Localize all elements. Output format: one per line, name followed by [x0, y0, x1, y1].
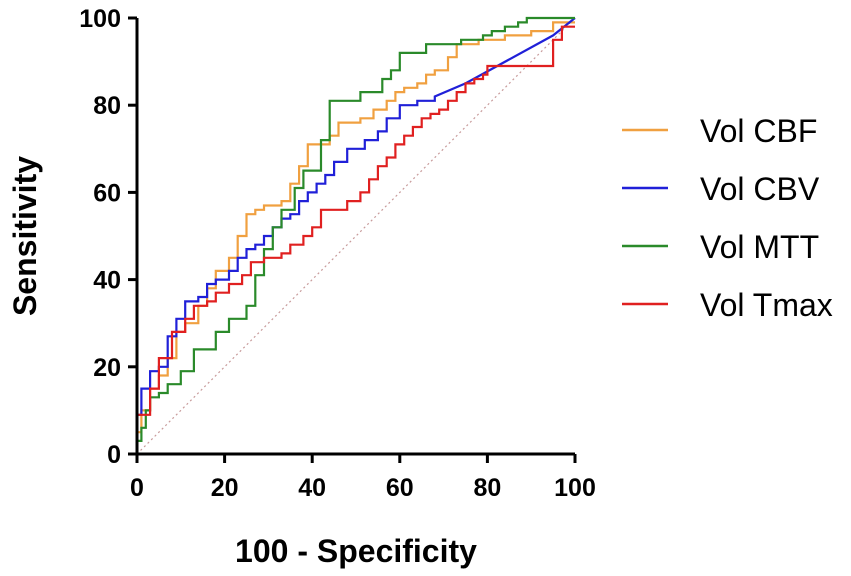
- x-tick-label: 80: [473, 474, 501, 502]
- legend-label: Vol CBF: [700, 113, 817, 149]
- reference-diagonal-line: [136, 17, 576, 455]
- series-line-vol-tmax: [135, 25, 575, 433]
- series-line-vol-cbv: [135, 17, 576, 446]
- legend-label: Vol CBV: [700, 171, 820, 207]
- legend-label: Vol Tmax: [700, 287, 833, 323]
- x-tick-label: 40: [298, 474, 326, 502]
- plot-area: 0 20 40 60 80 100 0 20 40 60 80 100: [79, 5, 596, 502]
- y-tick-label: 80: [93, 92, 121, 120]
- x-tick-label: 0: [130, 474, 144, 502]
- legend: Vol CBF Vol CBV Vol MTT Vol Tmax: [622, 113, 833, 323]
- x-axis-title: 100 - Specificity: [235, 533, 477, 569]
- y-tick-label: 100: [79, 5, 121, 33]
- series-line-vol-cbf: [135, 21, 575, 454]
- y-tick-label: 0: [107, 441, 121, 469]
- series-line-vol-mtt: [135, 16, 575, 454]
- series-group: [135, 16, 576, 454]
- y-tick-label: 60: [93, 179, 121, 207]
- legend-label: Vol MTT: [700, 229, 819, 265]
- x-axis-ticks: 0 20 40 60 80 100: [130, 454, 596, 502]
- y-tick-label: 20: [93, 354, 121, 382]
- y-axis-title: Sensitivity: [7, 156, 43, 316]
- y-tick-label: 40: [93, 267, 121, 295]
- x-tick-label: 100: [554, 474, 596, 502]
- x-tick-label: 20: [211, 474, 239, 502]
- x-tick-label: 60: [386, 474, 414, 502]
- y-axis-ticks: 0 20 40 60 80 100: [79, 5, 137, 469]
